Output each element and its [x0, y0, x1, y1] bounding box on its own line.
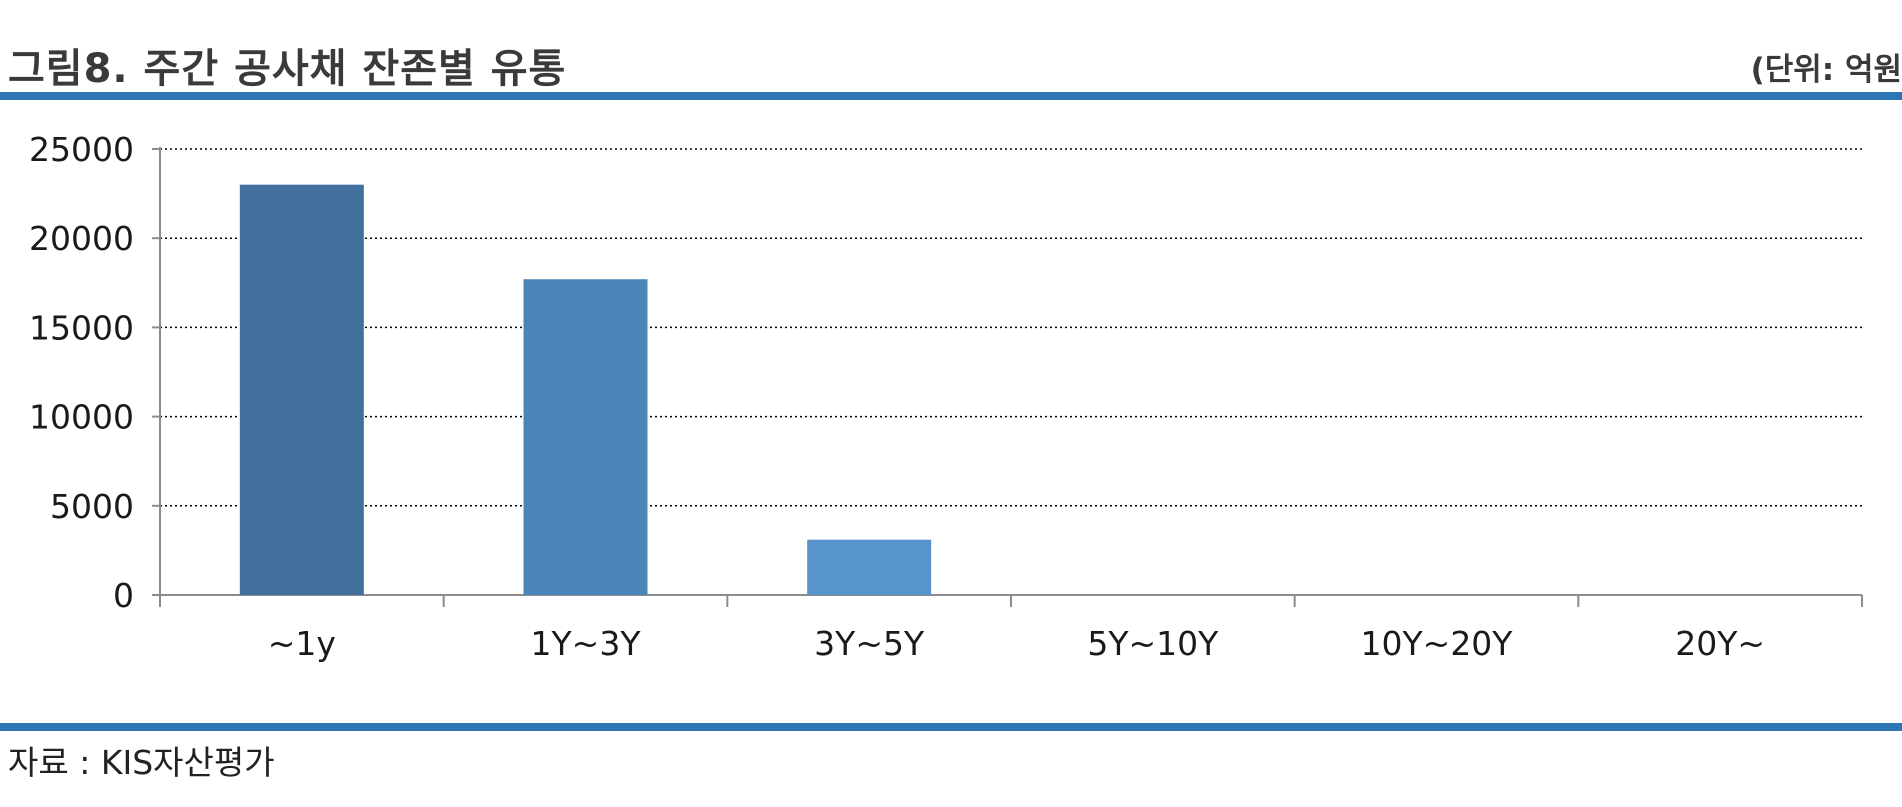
y-tick-label: 25000	[29, 130, 134, 169]
bar-~1y	[239, 184, 364, 595]
bottom-accent-rule	[0, 723, 1902, 731]
bar-3Y~5Y	[807, 539, 932, 595]
y-tick-label: 10000	[29, 398, 134, 437]
chart-title: 그림8. 주간 공사채 잔존별 유통	[8, 46, 567, 92]
y-tick-label: 15000	[29, 308, 134, 347]
x-tick-label: 20Y~	[1675, 624, 1765, 663]
bar-chart: 0 5000 10000 15000 20000 25000 ~1y 1Y~3Y 3Y~5Y 5Y…	[29, 130, 1863, 663]
x-tick-label: 5Y~10Y	[1087, 624, 1219, 663]
y-tick-label: 20000	[29, 219, 134, 258]
top-accent-rule	[0, 92, 1902, 100]
y-tick-label: 5000	[50, 487, 134, 526]
unit-label: (단위: 억원	[1750, 52, 1902, 88]
bar-1Y~3Y	[523, 279, 648, 595]
x-tick-label: 1Y~3Y	[531, 624, 642, 663]
x-tick-label: 3Y~5Y	[814, 624, 925, 663]
chart-header: 그림8. 주간 공사채 잔존별 유통 (단위: 억원	[0, 0, 1902, 100]
source-note: 자료 : KIS자산평가	[8, 743, 275, 782]
y-tick-label: 0	[113, 576, 134, 615]
x-tick-label: 10Y~20Y	[1361, 624, 1514, 663]
x-tick-label: ~1y	[268, 624, 336, 663]
